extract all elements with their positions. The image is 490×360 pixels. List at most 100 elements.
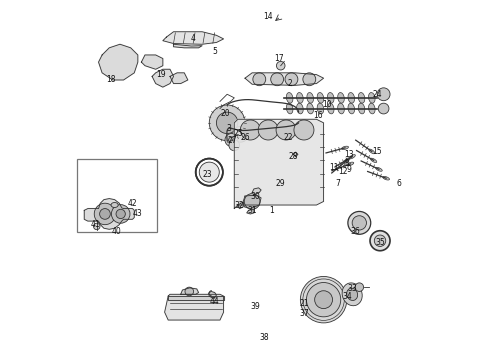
Polygon shape <box>237 202 243 208</box>
Circle shape <box>237 131 245 138</box>
Text: 5: 5 <box>212 47 217 56</box>
Text: 40: 40 <box>112 227 122 236</box>
Text: 7: 7 <box>336 179 341 188</box>
Circle shape <box>276 120 296 140</box>
Ellipse shape <box>307 103 314 114</box>
Circle shape <box>116 209 125 219</box>
Polygon shape <box>165 294 223 320</box>
Circle shape <box>229 140 240 151</box>
Text: 37: 37 <box>299 310 309 319</box>
Text: 17: 17 <box>274 54 284 63</box>
Text: 3: 3 <box>226 124 231 133</box>
Text: 18: 18 <box>106 76 116 85</box>
Text: 32: 32 <box>235 201 245 210</box>
Ellipse shape <box>376 167 382 171</box>
Ellipse shape <box>370 158 377 162</box>
Text: 29: 29 <box>276 179 286 188</box>
Circle shape <box>306 283 341 317</box>
Circle shape <box>94 203 116 225</box>
Polygon shape <box>293 152 298 157</box>
Circle shape <box>228 137 234 143</box>
Text: 1: 1 <box>270 206 274 215</box>
Ellipse shape <box>358 103 365 114</box>
Text: 9: 9 <box>346 165 351 174</box>
Text: 35: 35 <box>376 238 386 247</box>
Ellipse shape <box>307 93 314 103</box>
Circle shape <box>258 120 278 140</box>
Circle shape <box>276 62 285 70</box>
Text: 26: 26 <box>240 132 250 141</box>
Text: 24: 24 <box>372 90 382 99</box>
Text: 33: 33 <box>347 284 357 293</box>
Circle shape <box>225 134 238 147</box>
Ellipse shape <box>347 162 354 166</box>
Ellipse shape <box>348 103 355 114</box>
Circle shape <box>99 208 110 219</box>
Ellipse shape <box>338 103 344 114</box>
Text: 12: 12 <box>339 167 348 176</box>
Polygon shape <box>252 188 261 195</box>
Text: 13: 13 <box>344 150 353 159</box>
Polygon shape <box>234 119 323 208</box>
Circle shape <box>300 276 347 323</box>
Text: 6: 6 <box>396 179 401 188</box>
Circle shape <box>253 73 266 86</box>
Circle shape <box>303 73 316 86</box>
Circle shape <box>374 235 386 247</box>
Ellipse shape <box>369 149 375 154</box>
Ellipse shape <box>349 154 355 159</box>
Text: 44: 44 <box>210 297 220 306</box>
Circle shape <box>199 162 220 182</box>
Polygon shape <box>98 44 138 80</box>
Circle shape <box>294 120 314 140</box>
Circle shape <box>377 88 390 101</box>
Ellipse shape <box>348 93 355 103</box>
Text: 42: 42 <box>128 199 137 208</box>
Text: 34: 34 <box>342 292 352 301</box>
Text: 19: 19 <box>156 70 166 79</box>
Polygon shape <box>168 296 223 300</box>
Circle shape <box>217 112 238 134</box>
Text: 4: 4 <box>191 35 196 44</box>
Ellipse shape <box>296 93 303 103</box>
Polygon shape <box>181 288 198 294</box>
Circle shape <box>270 73 284 86</box>
Ellipse shape <box>358 93 365 103</box>
Ellipse shape <box>286 93 293 103</box>
Circle shape <box>233 126 248 142</box>
Polygon shape <box>245 73 323 85</box>
Bar <box>77 158 157 232</box>
Ellipse shape <box>327 103 334 114</box>
Circle shape <box>315 291 333 309</box>
Text: 36: 36 <box>351 227 361 236</box>
Polygon shape <box>209 292 217 298</box>
Ellipse shape <box>344 158 350 163</box>
Circle shape <box>378 103 389 114</box>
Ellipse shape <box>111 203 118 207</box>
Text: 25: 25 <box>233 129 243 138</box>
Circle shape <box>111 204 130 223</box>
Ellipse shape <box>342 283 362 306</box>
Polygon shape <box>173 44 202 48</box>
Text: 31: 31 <box>247 206 257 215</box>
Polygon shape <box>247 209 254 214</box>
Text: 38: 38 <box>260 333 270 342</box>
Circle shape <box>245 194 260 209</box>
Text: 16: 16 <box>314 111 323 120</box>
Text: 11: 11 <box>330 163 339 172</box>
Polygon shape <box>163 32 223 44</box>
Ellipse shape <box>342 146 348 149</box>
Text: 2: 2 <box>287 79 292 88</box>
Circle shape <box>285 73 298 86</box>
Ellipse shape <box>317 93 324 103</box>
Circle shape <box>348 211 371 234</box>
Circle shape <box>94 223 100 230</box>
Text: 41: 41 <box>90 220 100 229</box>
Text: 10: 10 <box>322 100 332 109</box>
Ellipse shape <box>338 93 344 103</box>
Circle shape <box>185 287 194 296</box>
Circle shape <box>370 231 390 251</box>
Text: 30: 30 <box>251 192 261 201</box>
Polygon shape <box>142 55 163 69</box>
Circle shape <box>355 283 364 292</box>
